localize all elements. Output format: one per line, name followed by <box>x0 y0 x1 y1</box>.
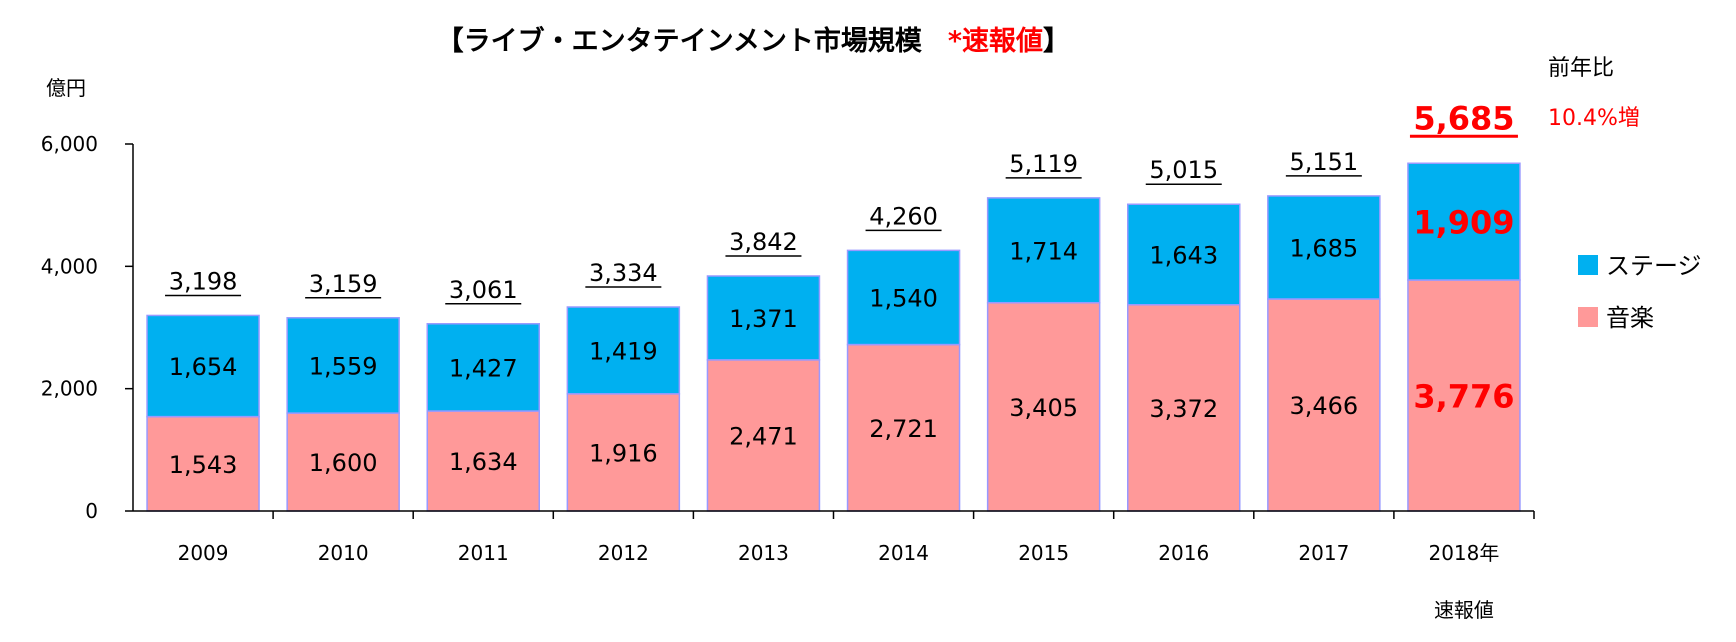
bar-stage <box>1267 195 1381 300</box>
bar-total-label: 5,015 <box>1149 156 1218 184</box>
x-tick-label: 2011 <box>458 541 509 565</box>
bar-music <box>426 410 540 512</box>
bar-music <box>1267 298 1381 512</box>
x-tick-label: 2012 <box>598 541 649 565</box>
bar-stage <box>1127 203 1241 306</box>
legend-label-music: 音楽 <box>1606 304 1654 332</box>
x-tick-label: 2014 <box>878 541 929 565</box>
bar-stage <box>1407 162 1521 281</box>
bar-value-label-music: 1,543 <box>169 451 238 479</box>
bar-total-label: 3,842 <box>729 228 798 256</box>
y-tick-label: 6,000 <box>41 132 98 156</box>
legend-swatch-stage <box>1578 255 1598 275</box>
x-tick-label: 2009 <box>178 541 229 565</box>
bar-music <box>846 343 961 512</box>
bar-value-label-music: 3,466 <box>1289 392 1358 420</box>
bar-music <box>706 359 821 512</box>
bar-total-label: 3,334 <box>589 259 658 287</box>
bar-music <box>146 415 260 512</box>
yoy-label: 前年比 <box>1548 56 1614 81</box>
bar-value-label-stage: 1,419 <box>589 337 658 365</box>
bar-stage <box>706 275 821 361</box>
bar-total-label: 4,260 <box>869 202 938 230</box>
x-tick-label: 2017 <box>1298 541 1349 565</box>
y-tick-label: 2,000 <box>41 377 98 401</box>
bar-value-label-stage: 1,654 <box>169 353 238 381</box>
bar-value-label-music: 1,634 <box>449 448 518 476</box>
x-tick-sublabel: 速報値 <box>1434 598 1494 622</box>
axes-group <box>125 143 1535 519</box>
bar-music <box>1127 303 1241 512</box>
bar-value-label-stage: 1,909 <box>1413 204 1514 242</box>
bar-value-label-music: 3,776 <box>1413 378 1514 416</box>
x-tick-label: 2010 <box>318 541 369 565</box>
bar-total-label: 3,061 <box>449 276 518 304</box>
bar-value-label-stage: 1,540 <box>869 284 938 312</box>
bar-value-label-music: 3,372 <box>1149 395 1218 423</box>
bar-value-label-music: 2,721 <box>869 415 938 443</box>
x-tick-label: 2015 <box>1018 541 1069 565</box>
chart-title-note: *速報値 <box>948 26 1043 57</box>
bar-music <box>986 301 1101 512</box>
x-tick-label: 2016 <box>1158 541 1209 565</box>
x-axis-labels: 2009 2010 2011 2012 2013 2014 2015 2016 2017 2018… <box>178 541 1500 622</box>
x-tick-label: 2018年 <box>1428 541 1499 565</box>
bar-total-label: 5,685 <box>1413 99 1514 137</box>
y-axis-unit-label: 億円 <box>46 76 86 100</box>
bar-value-label-stage: 1,371 <box>729 305 798 333</box>
bar-value-label-stage: 1,685 <box>1289 234 1358 262</box>
bars-group: 1,543 1,654 3,198 1,600 1,559 3,159 1,634 1,427… <box>146 99 1521 512</box>
bar-total-label: 5,119 <box>1009 150 1078 178</box>
bar-stage <box>986 197 1101 304</box>
yoy-value: 10.4%増 <box>1548 106 1640 131</box>
bar-value-label-stage: 1,559 <box>309 352 378 380</box>
chart-title: 【ライブ・エンタテインメント市場規模 *速報値】 <box>437 25 1070 57</box>
bar-value-label-stage: 1,714 <box>1009 237 1078 265</box>
x-tick-label: 2013 <box>738 541 789 565</box>
bar-total-label: 3,198 <box>169 267 238 295</box>
bar-stage <box>286 317 400 414</box>
y-axis-ticks: 0 2,000 4,000 6,000 <box>41 132 98 523</box>
bar-stage <box>426 323 540 412</box>
legend-label-stage: ステージ <box>1606 252 1702 280</box>
legend: ステージ 音楽 <box>1578 252 1702 332</box>
bar-value-label-music: 1,600 <box>309 449 378 477</box>
bar-total-label: 5,151 <box>1289 148 1358 176</box>
bar-value-label-music: 2,471 <box>729 422 798 450</box>
bar-stage <box>146 314 260 418</box>
chart-title-close: 】 <box>1043 26 1070 57</box>
bar-music <box>1407 279 1521 512</box>
bar-stage <box>566 306 681 395</box>
bar-value-label-music: 1,916 <box>589 439 658 467</box>
legend-swatch-music <box>1578 307 1598 327</box>
bar-value-label-music: 3,405 <box>1009 394 1078 422</box>
y-tick-label: 4,000 <box>41 254 98 278</box>
bar-value-label-stage: 1,427 <box>449 354 518 382</box>
bar-total-label: 3,159 <box>309 270 378 298</box>
bar-value-label-stage: 1,643 <box>1149 241 1218 269</box>
y-tick-label: 0 <box>85 499 98 523</box>
bar-music <box>566 393 681 512</box>
bar-stage <box>846 249 961 346</box>
